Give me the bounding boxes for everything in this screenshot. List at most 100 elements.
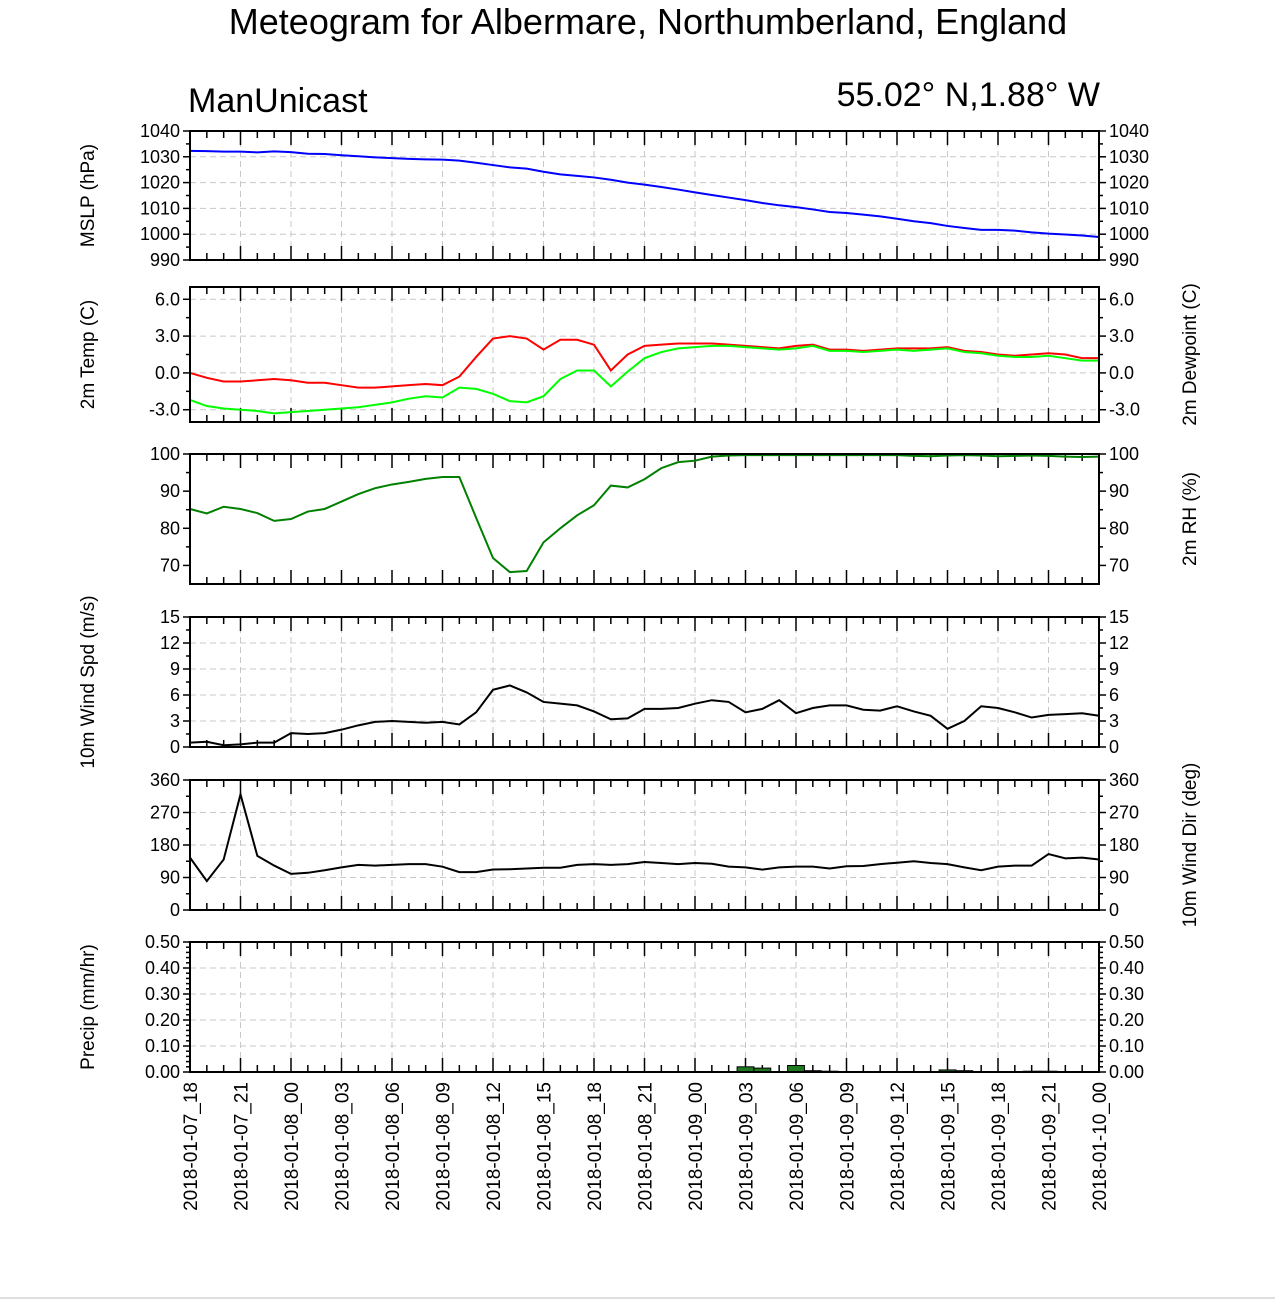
x-tick-label: 2018-01-08_00 [282, 1082, 303, 1211]
y-tick-label-left: 0.30 [145, 984, 180, 1004]
chart-subtitle-right: 55.02° N,1.88° W [837, 76, 1100, 114]
y-tick-label-left: 3 [170, 711, 180, 731]
y-tick-label-right: 3 [1109, 711, 1119, 731]
x-tick-label: 2018-01-08_12 [484, 1082, 505, 1211]
panel-frame [189, 941, 1100, 1073]
series-line-mslp [189, 149, 1100, 239]
y-tick-label-left: 180 [150, 835, 180, 855]
x-tick-label: 2018-01-09_00 [686, 1082, 707, 1211]
y-tick-label-right: 70 [1109, 555, 1129, 575]
y-tick-label-left: 6 [170, 685, 180, 705]
y-tick-label-right: 270 [1109, 803, 1139, 823]
y-tick-label-left: 0.20 [145, 1010, 180, 1030]
y-tick-label-left: 100 [150, 444, 180, 464]
x-tick-label: 2018-01-08_03 [333, 1082, 354, 1211]
y-tick-label-right: 0.40 [1109, 958, 1144, 978]
series-line-dewpoint [189, 344, 1099, 415]
y-axis-label-left: MSLP (hPa) [78, 144, 99, 247]
y-tick-label-left: 0 [170, 900, 180, 920]
y-tick-label-right: 6.0 [1109, 289, 1134, 309]
y-tick-label-right: 80 [1109, 518, 1129, 538]
y-tick-label-left: 12 [160, 633, 180, 653]
y-tick-label-left: 270 [150, 803, 180, 823]
y-tick-label-right: 0.30 [1109, 984, 1144, 1004]
y-axis-label-right: 2m Dewpoint (C) [1180, 283, 1201, 426]
y-tick-label-left: 0 [170, 737, 180, 757]
y-tick-label-left: 90 [160, 868, 180, 888]
y-tick-label-right: 0.00 [1109, 1062, 1144, 1082]
y-tick-label-right: 0.10 [1109, 1036, 1144, 1056]
y-tick-label-left: 1000 [140, 224, 180, 244]
y-tick-label-right: 15 [1109, 607, 1129, 627]
y-tick-label-right: 180 [1109, 835, 1139, 855]
y-axis-label-left: Precip (mm/hr) [78, 944, 99, 1070]
y-tick-label-left: 0.00 [145, 1062, 180, 1082]
x-tick-label: 2018-01-09_09 [838, 1082, 859, 1211]
x-tick-label: 2018-01-09_06 [787, 1082, 808, 1211]
y-tick-label-left: 3.0 [155, 326, 180, 346]
panel-5: 0 0 90 90 180 180 270 270 360 360 10m Wind Dir (de… [150, 763, 1201, 928]
panel-frame [189, 453, 1100, 585]
series-line-temp [189, 335, 1099, 389]
y-tick-label-right: 100 [1109, 444, 1139, 464]
y-tick-label-right: -3.0 [1109, 400, 1140, 420]
y-tick-label-left: 80 [160, 518, 180, 538]
y-tick-label-right: 12 [1109, 633, 1129, 653]
y-tick-label-right: 1030 [1109, 147, 1149, 167]
y-tick-label-right: 1000 [1109, 224, 1149, 244]
panel-3: 70 70 80 80 90 90 100 100 2m RH (%) [150, 444, 1201, 585]
y-tick-label-left: 9 [170, 659, 180, 679]
y-tick-label-right: 1040 [1109, 121, 1149, 141]
series-line-wind [189, 684, 1100, 747]
y-tick-label-left: 6.0 [155, 289, 180, 309]
y-tick-label-left: 15 [160, 607, 180, 627]
y-tick-label-left: 90 [160, 481, 180, 501]
x-tick-label: 2018-01-08_18 [585, 1082, 606, 1211]
y-tick-label-left: 70 [160, 555, 180, 575]
y-tick-label-left: 0.0 [155, 363, 180, 383]
x-tick-label: 2018-01-08_09 [434, 1082, 455, 1211]
y-tick-label-right: 1020 [1109, 173, 1149, 193]
y-tick-label-right: 0 [1109, 737, 1119, 757]
y-axis-label-right: 10m Wind Dir (deg) [1180, 763, 1201, 928]
y-tick-label-left: 1040 [140, 121, 180, 141]
y-tick-label-right: 1010 [1109, 198, 1149, 218]
y-tick-label-right: 3.0 [1109, 326, 1134, 346]
y-tick-label-right: 0 [1109, 900, 1119, 920]
x-tick-label: 2018-01-09_18 [989, 1082, 1010, 1211]
panel-6: 0.00 0.00 0.10 0.10 0.20 0.20 0.30 0.30 0.40 0.40… [78, 932, 1144, 1082]
y-tick-label-left: -3.0 [149, 400, 180, 420]
panel-frame [189, 130, 1100, 261]
x-tick-label: 2018-01-09_15 [939, 1082, 960, 1211]
panel-frame [189, 286, 1100, 423]
chart-title: Meteogram for Albermare, Northumberland,… [229, 1, 1067, 42]
y-tick-label-left: 0.10 [145, 1036, 180, 1056]
y-tick-label-right: 360 [1109, 770, 1139, 790]
x-tick-label: 2018-01-09_21 [1040, 1082, 1061, 1211]
y-tick-label-right: 0.20 [1109, 1010, 1144, 1030]
x-tick-label: 2018-01-08_21 [636, 1082, 657, 1211]
panel-4: 0 0 3 3 6 6 9 9 12 12 15 15 10m Wind Spd (m/s) [78, 595, 1129, 768]
y-tick-label-right: 90 [1109, 868, 1129, 888]
y-axis-label-left: 10m Wind Spd (m/s) [78, 595, 99, 768]
x-tick-label: 2018-01-07_21 [232, 1082, 253, 1211]
x-tick-label: 2018-01-09_12 [888, 1082, 909, 1211]
panel-2: -3.0 -3.0 0.0 0.0 3.0 3.0 6.0 6.0 2m Temp (C) 2m … [78, 283, 1201, 426]
series-line-rh [189, 454, 1100, 574]
y-tick-label-right: 0.50 [1109, 932, 1144, 952]
y-tick-label-left: 990 [150, 250, 180, 270]
y-tick-label-right: 6 [1109, 685, 1119, 705]
panel-frame [189, 616, 1100, 748]
chart-subtitle-left: ManUnicast [188, 82, 368, 120]
x-tick-label: 2018-01-08_06 [383, 1082, 404, 1211]
x-tick-label: 2018-01-07_18 [181, 1082, 202, 1211]
x-tick-label: 2018-01-09_03 [737, 1082, 758, 1211]
y-tick-label-left: 0.40 [145, 958, 180, 978]
panel-1: 990 990 1000 1000 1010 1010 1020 1020 1030 1030 10… [78, 121, 1149, 270]
y-tick-label-left: 1020 [140, 173, 180, 193]
y-tick-label-left: 1030 [140, 147, 180, 167]
y-tick-label-right: 90 [1109, 481, 1129, 501]
y-axis-label-right: 2m RH (%) [1180, 472, 1201, 566]
